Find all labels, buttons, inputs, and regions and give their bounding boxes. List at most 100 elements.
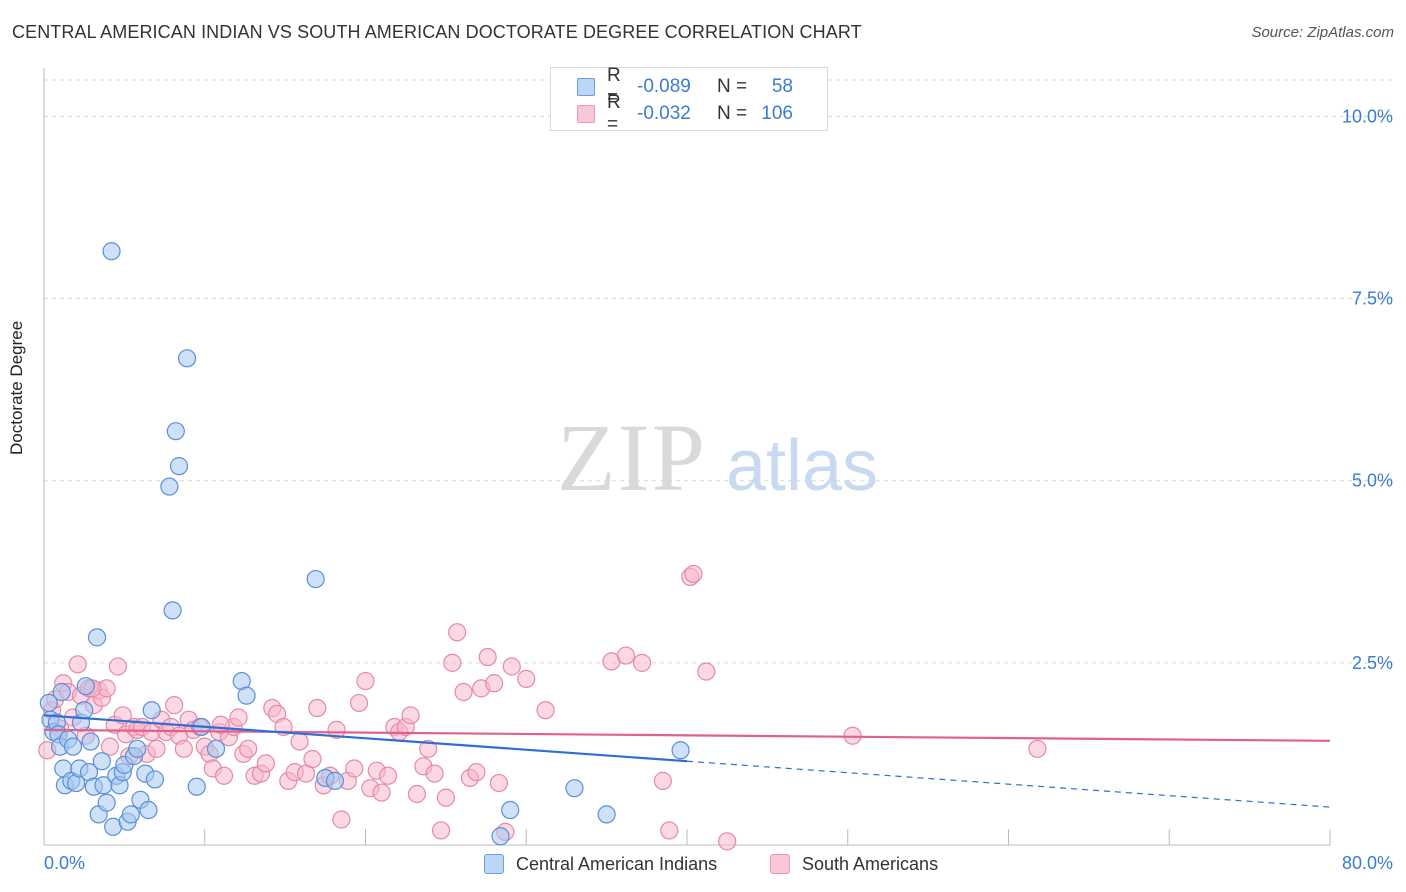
watermark-atlas: atlas xyxy=(726,426,878,506)
data-point xyxy=(478,647,497,667)
data-point xyxy=(502,657,521,676)
y-tick-label: 10.0% xyxy=(1342,106,1393,126)
data-point xyxy=(491,827,510,846)
data-point xyxy=(306,569,325,589)
data-point xyxy=(419,739,438,758)
legend-swatch-pink xyxy=(577,105,595,123)
data-point xyxy=(454,682,473,702)
correlation-legend: R = -0.089 N = 58 R = -0.032 N = 106 xyxy=(550,65,828,135)
trend-line-central-american-indians xyxy=(43,714,688,763)
data-point xyxy=(597,805,616,824)
data-point xyxy=(206,739,226,758)
data-point xyxy=(448,623,467,642)
data-point xyxy=(467,763,486,782)
data-point xyxy=(489,773,509,793)
legend-r-label: R = xyxy=(607,65,621,108)
data-point xyxy=(436,788,455,807)
x-tick-label: 0.0% xyxy=(44,853,85,873)
data-point xyxy=(165,696,184,715)
data-point xyxy=(214,766,234,785)
data-point xyxy=(517,669,536,688)
legend-r-value: -0.032 xyxy=(637,103,691,124)
watermark-zip: ZIP xyxy=(557,404,707,511)
data-point xyxy=(356,671,375,691)
legend-n-value: 58 xyxy=(771,76,793,97)
grid-lines xyxy=(44,79,1392,664)
data-point xyxy=(425,764,444,783)
data-point xyxy=(187,777,206,796)
data-point xyxy=(160,477,179,496)
data-point xyxy=(303,749,322,769)
data-point xyxy=(256,754,275,773)
data-point xyxy=(52,682,71,702)
data-point xyxy=(378,766,398,785)
data-point xyxy=(75,701,94,720)
y-tick-label: 7.5% xyxy=(1352,289,1393,309)
data-point xyxy=(1028,739,1047,758)
y-tick-label: 5.0% xyxy=(1352,471,1393,491)
trend-lines xyxy=(43,714,1331,808)
data-point xyxy=(332,810,351,829)
data-point xyxy=(684,564,703,584)
data-point xyxy=(92,752,111,771)
data-point xyxy=(308,698,327,718)
data-point xyxy=(349,693,369,713)
data-point xyxy=(100,737,120,756)
bottom-legend-central-american-indians: Central American Indians xyxy=(484,852,717,876)
data-point xyxy=(68,655,87,674)
data-point xyxy=(87,628,107,647)
y-axis-label: Doctorate Degree xyxy=(7,320,26,455)
data-point xyxy=(177,349,197,368)
bottom-legend-south-americans: South Americans xyxy=(770,852,938,876)
data-point xyxy=(407,784,427,804)
legend-n-label: N = xyxy=(717,76,748,97)
chart-title: CENTRAL AMERICAN INDIAN VS SOUTH AMERICA… xyxy=(12,22,862,42)
bottom-legend-label: Central American Indians xyxy=(516,853,718,874)
data-point xyxy=(63,737,83,756)
bottom-legend-label: South Americans xyxy=(802,853,939,874)
data-point xyxy=(443,653,462,672)
data-point xyxy=(616,646,636,665)
data-point xyxy=(660,821,679,840)
data-point xyxy=(485,674,504,693)
data-point xyxy=(239,739,258,758)
tick-labels: 2.5% 5.0% 7.5% 10.0% 0.0% 80.0% xyxy=(44,106,1393,873)
data-point xyxy=(166,422,185,441)
data-point xyxy=(174,739,193,758)
data-point xyxy=(431,821,451,840)
legend-r-label: R = xyxy=(607,92,621,135)
data-point xyxy=(697,662,716,681)
data-point xyxy=(671,741,690,760)
legend-r-value: -0.089 xyxy=(637,76,691,97)
data-point xyxy=(145,770,165,789)
watermark: ZIP atlas xyxy=(557,404,878,511)
data-point xyxy=(718,832,737,851)
data-point xyxy=(237,686,256,705)
data-point xyxy=(169,457,189,476)
data-point xyxy=(81,732,100,751)
south-americans-points xyxy=(38,564,1047,851)
data-point xyxy=(565,779,584,798)
data-point xyxy=(372,783,391,802)
data-point xyxy=(163,601,182,620)
data-point xyxy=(128,739,147,758)
data-point xyxy=(147,739,166,758)
bottom-legend-swatch-pink xyxy=(770,854,790,874)
source-label: Source: ZipAtlas.com xyxy=(1251,24,1394,41)
data-point xyxy=(102,242,121,261)
legend-row-pink: R = -0.032 N = 106 xyxy=(577,92,793,135)
data-point xyxy=(229,708,248,727)
data-point xyxy=(536,701,555,720)
data-point xyxy=(142,701,161,720)
data-point xyxy=(327,720,346,739)
legend-swatch-blue xyxy=(577,78,595,96)
data-point xyxy=(108,657,128,676)
data-point xyxy=(290,732,309,751)
legend-n-value: 106 xyxy=(761,103,793,124)
x-tick-label: 80.0% xyxy=(1342,853,1393,873)
data-point xyxy=(653,771,672,790)
data-point xyxy=(632,653,652,672)
data-point xyxy=(97,793,116,812)
y-tick-label: 2.5% xyxy=(1352,653,1393,673)
